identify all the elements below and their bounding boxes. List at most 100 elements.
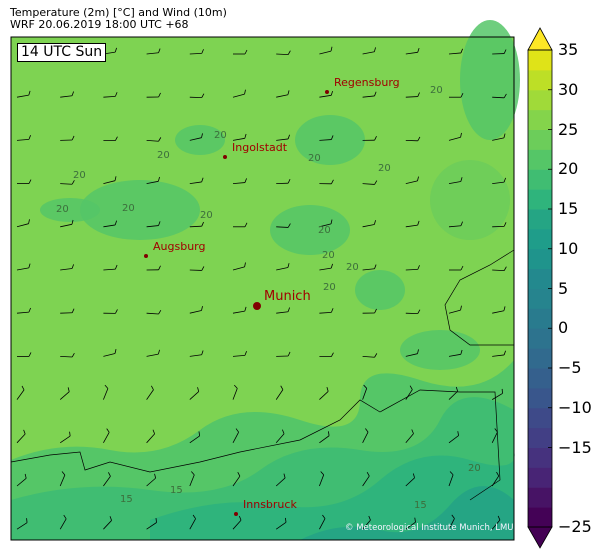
- wind-barb: [189, 306, 203, 314]
- map-title: Temperature (2m) [°C] and Wind (10m): [10, 6, 227, 19]
- wind-barb: [59, 471, 66, 487]
- wind-barb: [362, 471, 370, 487]
- wind-barb: [492, 222, 507, 228]
- wind-barb: [59, 431, 71, 444]
- wind-barb: [103, 349, 117, 357]
- wind-barb: [362, 308, 377, 314]
- wind-barb: [405, 473, 415, 487]
- wind-barb: [492, 177, 506, 184]
- wind-barb: [146, 518, 157, 530]
- wind-barb: [405, 429, 414, 444]
- wind-barb: [146, 92, 161, 98]
- wind-barb: [492, 266, 507, 272]
- wind-barb: [448, 305, 462, 314]
- colorbar-bin: [528, 109, 552, 130]
- city-label-innsbruck: Innsbruck: [243, 498, 297, 511]
- colorbar-tick-label: −25: [558, 517, 592, 536]
- colorbar-tick-label: 20: [558, 159, 579, 179]
- wind-barb: [189, 514, 196, 530]
- wind-barb: [448, 349, 463, 357]
- wind-barb: [319, 135, 334, 141]
- wind-barb: [319, 514, 326, 530]
- temperature-area: [355, 270, 405, 310]
- wind-barb: [189, 350, 204, 357]
- colorbar-bin: [528, 288, 552, 309]
- colorbar-bin: [528, 169, 552, 190]
- colorbar-bin: [528, 149, 552, 170]
- wind-barb: [16, 429, 26, 444]
- time-label: 14 UTC Sun: [17, 43, 107, 62]
- wind-barb: [189, 93, 205, 99]
- city-marker: [253, 302, 261, 310]
- colorbar-bin: [528, 447, 552, 468]
- wind-barb: [189, 431, 201, 444]
- wind-barb: [17, 179, 32, 185]
- contour-label: 20: [73, 170, 86, 181]
- wind-barb: [362, 264, 377, 271]
- wind-barb: [146, 176, 160, 184]
- contour-label: 15: [414, 500, 427, 511]
- wind-barb: [319, 352, 334, 358]
- wind-barb: [405, 176, 419, 184]
- colorbar-bin: [528, 308, 552, 329]
- temperature-area: [270, 205, 350, 255]
- copyright: © Meteorological Institute Munich, LMU: [345, 523, 514, 533]
- wind-barb: [232, 384, 238, 400]
- wind-barb: [362, 384, 368, 400]
- country-border: [10, 249, 515, 501]
- temperature-area: [80, 180, 200, 240]
- wind-barb: [276, 50, 291, 56]
- wind-barb: [319, 90, 333, 98]
- wind-barb: [16, 263, 31, 271]
- temperature-area: [430, 160, 510, 240]
- wind-barb: [232, 133, 247, 141]
- contour-label: 15: [170, 485, 183, 496]
- wind-barb: [405, 517, 416, 530]
- wind-barb: [448, 514, 455, 530]
- contour-label: 20: [157, 150, 170, 161]
- wind-barb: [448, 386, 459, 400]
- wind-barb: [448, 48, 463, 55]
- wind-barb: [146, 221, 161, 228]
- wind-barb: [491, 515, 501, 530]
- wind-barb: [405, 309, 421, 315]
- colorbar-tick-label: 35: [558, 40, 579, 59]
- wind-barb: [16, 219, 30, 228]
- wind-barb: [16, 90, 31, 98]
- wind-barb: [362, 515, 371, 530]
- contour-label: 15: [120, 494, 133, 505]
- colorbar-bin: [528, 387, 552, 409]
- contour-label: 20: [346, 262, 359, 273]
- wind-barb: [232, 472, 241, 487]
- city-label-ingolstadt: Ingolstadt: [232, 141, 288, 154]
- colorbar-extend-max: [527, 27, 553, 51]
- wind-barb: [405, 92, 420, 98]
- colorbar-tick-label: 30: [558, 79, 579, 99]
- wind-barb: [276, 178, 291, 184]
- colorbar-bin: [528, 209, 552, 230]
- colorbar-bin: [528, 507, 552, 528]
- colorbar-bin: [528, 248, 552, 270]
- wind-barb: [319, 308, 334, 314]
- wind-barb: [103, 264, 118, 271]
- city-label-regensburg: Regensburg: [334, 76, 400, 89]
- wind-barb: [189, 266, 205, 271]
- colorbar-tick-label: 5: [558, 278, 569, 298]
- contour-label: 20: [56, 204, 69, 215]
- wind-barb: [146, 309, 162, 315]
- wind-barb: [275, 517, 287, 530]
- wind-barb: [16, 307, 31, 314]
- wind-barb: [103, 428, 110, 443]
- wind-barb: [146, 137, 162, 142]
- wind-barb: [189, 221, 204, 228]
- wind-barb: [103, 136, 118, 142]
- colorbar-bin: [528, 228, 552, 250]
- wind-barb: [319, 387, 329, 400]
- colorbar-tick-label: 25: [558, 119, 579, 139]
- wind-barb: [276, 134, 290, 141]
- wind-barb: [405, 265, 420, 271]
- alps-area: [300, 486, 514, 540]
- wind-barb: [103, 384, 109, 400]
- wind-barb: [103, 516, 112, 530]
